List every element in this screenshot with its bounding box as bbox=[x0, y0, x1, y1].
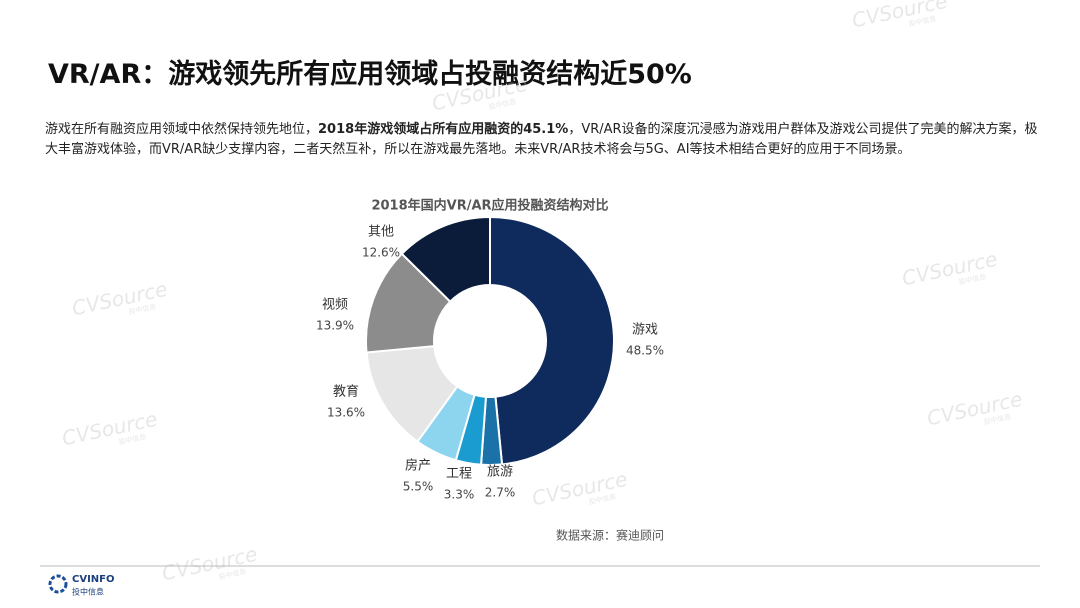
watermark-text: CVSource bbox=[60, 407, 160, 451]
watermark-text: CVSource bbox=[70, 277, 170, 321]
bold-text: 2018年游戏领域占所有应用融资的45.1% bbox=[318, 122, 569, 137]
value-label: 13.9% bbox=[316, 319, 354, 333]
slice-label: 视频 bbox=[322, 298, 348, 313]
value-label: 13.6% bbox=[327, 406, 365, 420]
value-label: 5.5% bbox=[403, 480, 434, 494]
slide-title: VR/AR：游戏领先所有应用领域占投融资结构近50% bbox=[48, 59, 692, 90]
logo-sub: 投中信息 bbox=[72, 587, 104, 597]
donut-slice bbox=[400, 215, 491, 304]
slice-label: 教育 bbox=[333, 384, 359, 400]
logo-name: CVINFO bbox=[72, 574, 115, 585]
logo: CVINFO 投中信息 bbox=[48, 574, 115, 597]
value-label: 48.5% bbox=[626, 344, 664, 358]
watermark-text: CVSource bbox=[530, 467, 630, 511]
text: 游戏在所有融资应用领域中依然保持领先地位， bbox=[45, 122, 319, 137]
watermark-text: CVSource bbox=[430, 72, 530, 116]
slice-label: 旅游 bbox=[487, 465, 513, 480]
watermark-text: CVSource bbox=[925, 387, 1025, 431]
slice-label: 游戏 bbox=[632, 323, 658, 338]
value-label: 12.6% bbox=[362, 246, 400, 260]
text: ，VR/AR设备的深度沉浸感为游戏用户群体及游戏公司提供了完美的解决方案，极大丰… bbox=[45, 122, 1038, 157]
paragraph: 游戏在所有融资应用领域中依然保持领先地位，2018年游戏领域占所有应用融资的45… bbox=[45, 120, 1040, 160]
source: 数据来源：赛迪顾问 bbox=[556, 528, 664, 543]
watermark-text: CVSource bbox=[900, 247, 1000, 291]
donut-slice bbox=[489, 215, 615, 466]
slice-label: 工程 bbox=[446, 467, 472, 482]
logo-icon bbox=[48, 574, 68, 594]
slice-label: 其他 bbox=[368, 225, 394, 240]
value-label: 3.3% bbox=[444, 488, 475, 502]
slice-label: 房产 bbox=[405, 458, 431, 474]
value-label: 2.7% bbox=[485, 486, 516, 500]
watermark-text: CVSource bbox=[160, 542, 260, 586]
chart-title: 2018年国内VR/AR应用投融资结构对比 bbox=[371, 198, 608, 214]
